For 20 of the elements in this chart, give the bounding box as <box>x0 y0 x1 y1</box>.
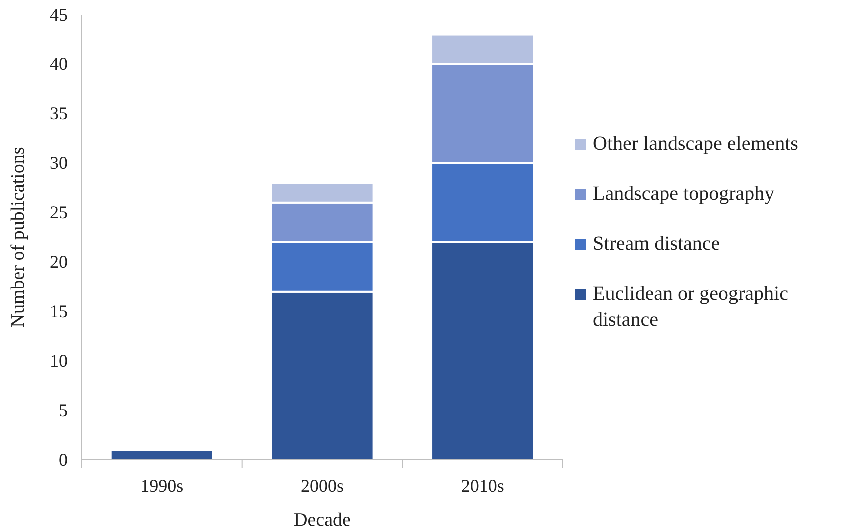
x-tick-label: 1990s <box>140 476 184 496</box>
y-tick-label: 45 <box>50 4 68 25</box>
legend-label: Euclidean or geographic distance <box>593 283 789 331</box>
y-tick-label: 30 <box>50 153 68 174</box>
y-tick-label: 25 <box>50 202 68 223</box>
legend-label: Stream distance <box>593 233 720 255</box>
x-tick-label: 2010s <box>461 476 504 496</box>
y-axis-title: Number of publications <box>8 147 29 328</box>
bar <box>110 449 214 461</box>
y-tick-label: 40 <box>50 54 68 74</box>
legend-label: Other landscape elements <box>593 133 799 155</box>
y-tick-label: 10 <box>50 350 68 371</box>
y-tick-label: 35 <box>50 104 68 124</box>
y-tick-label: 15 <box>50 301 68 322</box>
x-axis-title: Decade <box>294 510 351 530</box>
y-tick-label: 20 <box>50 252 68 272</box>
legend-label: Landscape topography <box>593 183 775 205</box>
y-tick-label: 0 <box>59 450 68 470</box>
y-tick-label: 5 <box>59 400 68 420</box>
x-tick-label: 2000s <box>300 476 344 496</box>
